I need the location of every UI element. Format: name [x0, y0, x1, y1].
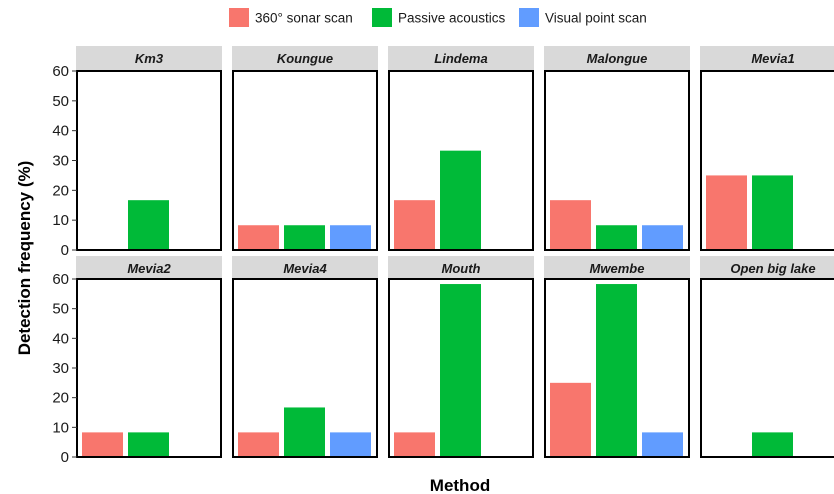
bar-malongue-passive-acoustics — [596, 225, 637, 250]
panel-mevia1: Mevia1 — [700, 46, 834, 251]
y-tick-label: 60 — [52, 271, 69, 288]
panel-title: Lindema — [434, 51, 487, 66]
panel-strip — [76, 46, 222, 71]
panel-border — [700, 278, 834, 458]
y-tick-label: 30 — [52, 360, 69, 377]
bar-mevia4-360-sonar-scan — [238, 432, 279, 457]
legend-swatch-passive-acoustics — [372, 8, 392, 27]
panel-mevia4: Mevia4 — [232, 256, 378, 458]
y-tick-label: 60 — [52, 63, 69, 80]
panel-km3: Km3 — [76, 46, 222, 251]
panel-strip — [700, 46, 834, 71]
bar-mevia2-passive-acoustics — [128, 432, 169, 457]
bar-open-big-lake-passive-acoustics — [752, 432, 793, 457]
panel-border — [232, 278, 378, 458]
panel-title: Mouth — [442, 261, 481, 276]
bar-koungue-360-sonar-scan — [238, 225, 279, 250]
bar-koungue-passive-acoustics — [284, 225, 325, 250]
panel-strip — [76, 256, 222, 279]
panel-mwembe: Mwembe — [544, 256, 690, 458]
y-tick-label: 0 — [61, 242, 69, 259]
panel-open-big-lake: Open big lake — [700, 256, 834, 458]
panel-border — [700, 70, 834, 251]
panel-title: Mevia2 — [127, 261, 171, 276]
bar-mevia1-360-sonar-scan — [706, 175, 747, 250]
panel-mouth: Mouth — [388, 256, 534, 458]
y-tick-label: 50 — [52, 301, 69, 318]
panel-title: Mevia1 — [751, 51, 794, 66]
bar-mwembe-360-sonar-scan — [550, 382, 591, 457]
bar-mevia2-360-sonar-scan — [82, 432, 123, 457]
bar-mwembe-visual-point-scan — [642, 432, 683, 457]
y-tick-label: 40 — [52, 330, 69, 347]
panel-strip — [388, 256, 534, 279]
legend-item-passive-acoustics: Passive acoustics — [372, 8, 506, 27]
y-tick-label: 0 — [61, 449, 69, 466]
bar-mevia1-passive-acoustics — [752, 175, 793, 250]
y-axis-title: Detection frequency (%) — [15, 161, 34, 356]
panel-strip — [388, 46, 534, 71]
panel-malongue: Malongue — [544, 46, 690, 251]
bar-mevia4-passive-acoustics — [284, 407, 325, 457]
bar-malongue-360-sonar-scan — [550, 200, 591, 250]
panel-strip — [232, 46, 378, 71]
bar-mouth-360-sonar-scan — [394, 432, 435, 457]
panel-strip — [700, 256, 834, 279]
y-tick-label: 10 — [52, 212, 69, 229]
legend-swatch-360-sonar-scan — [229, 8, 249, 27]
legend-label-visual-point-scan: Visual point scan — [545, 11, 647, 26]
y-axis-row-1: 0 10 20 30 40 50 60 — [52, 63, 77, 259]
panel-title: Malongue — [587, 51, 648, 66]
panel-border — [76, 278, 222, 458]
bar-lindema-passive-acoustics — [440, 150, 481, 250]
bar-malongue-visual-point-scan — [642, 225, 683, 250]
panel-border — [388, 70, 534, 251]
bar-km3-passive-acoustics — [128, 200, 169, 250]
panel-title: Mwembe — [590, 261, 645, 276]
legend-item-360-sonar-scan: 360° sonar scan — [229, 8, 353, 27]
panel-strip — [544, 46, 690, 71]
bar-mwembe-passive-acoustics — [596, 284, 637, 457]
bar-mouth-passive-acoustics — [440, 284, 481, 457]
y-tick-label: 40 — [52, 123, 69, 140]
bar-lindema-360-sonar-scan — [394, 200, 435, 250]
panel-strip — [544, 256, 690, 279]
legend-item-visual-point-scan: Visual point scan — [519, 8, 647, 27]
panel-strip — [232, 256, 378, 279]
y-axis-row-2: 0 10 20 30 40 50 60 — [52, 271, 77, 466]
panel-border — [232, 70, 378, 251]
panel-title: Koungue — [277, 51, 333, 66]
panel-border — [544, 70, 690, 251]
panel-mevia2: Mevia2 — [76, 256, 222, 458]
panel-title: Open big lake — [730, 261, 815, 276]
y-tick-label: 50 — [52, 93, 69, 110]
legend-label-360-sonar-scan: 360° sonar scan — [255, 11, 353, 26]
bar-mevia4-visual-point-scan — [330, 432, 371, 457]
panel-title: Km3 — [135, 51, 164, 66]
y-tick-label: 20 — [52, 390, 69, 407]
panel-title: Mevia4 — [283, 261, 327, 276]
panels: Km3 Koungue Lindema Malongue Mevia1 Mevia2 Mev… — [52, 46, 834, 466]
y-tick-label: 10 — [52, 419, 69, 436]
legend-swatch-visual-point-scan — [519, 8, 539, 27]
panel-border — [388, 278, 534, 458]
bar-koungue-visual-point-scan — [330, 225, 371, 250]
panel-border — [544, 278, 690, 458]
panel-lindema: Lindema — [388, 46, 534, 251]
panel-koungue: Koungue — [232, 46, 378, 251]
legend: 360° sonar scan Passive acoustics Visual p… — [229, 8, 647, 27]
x-axis-title: Method — [430, 476, 490, 494]
y-tick-label: 30 — [52, 153, 69, 170]
y-tick-label: 20 — [52, 182, 69, 199]
legend-label-passive-acoustics: Passive acoustics — [398, 11, 506, 26]
